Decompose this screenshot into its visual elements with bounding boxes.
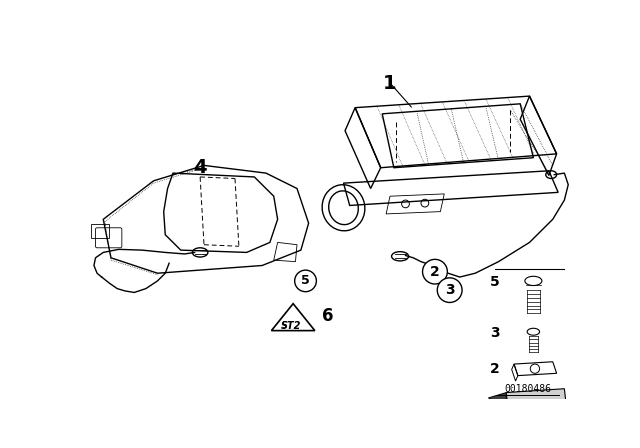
Circle shape <box>422 259 447 284</box>
Text: 5: 5 <box>301 275 310 288</box>
Polygon shape <box>488 392 506 406</box>
Polygon shape <box>506 389 566 406</box>
Text: 00180486: 00180486 <box>504 383 552 394</box>
Text: S: S <box>281 321 287 330</box>
Circle shape <box>437 278 462 302</box>
Text: 5: 5 <box>490 276 499 289</box>
Text: 1: 1 <box>383 73 397 93</box>
Text: 2: 2 <box>430 265 440 279</box>
Text: 6: 6 <box>323 306 333 324</box>
Text: 4: 4 <box>193 158 207 177</box>
Text: ST2: ST2 <box>280 321 301 331</box>
Text: 2: 2 <box>490 362 499 376</box>
Circle shape <box>294 270 316 292</box>
Text: 3: 3 <box>490 326 499 340</box>
Text: 3: 3 <box>445 283 454 297</box>
